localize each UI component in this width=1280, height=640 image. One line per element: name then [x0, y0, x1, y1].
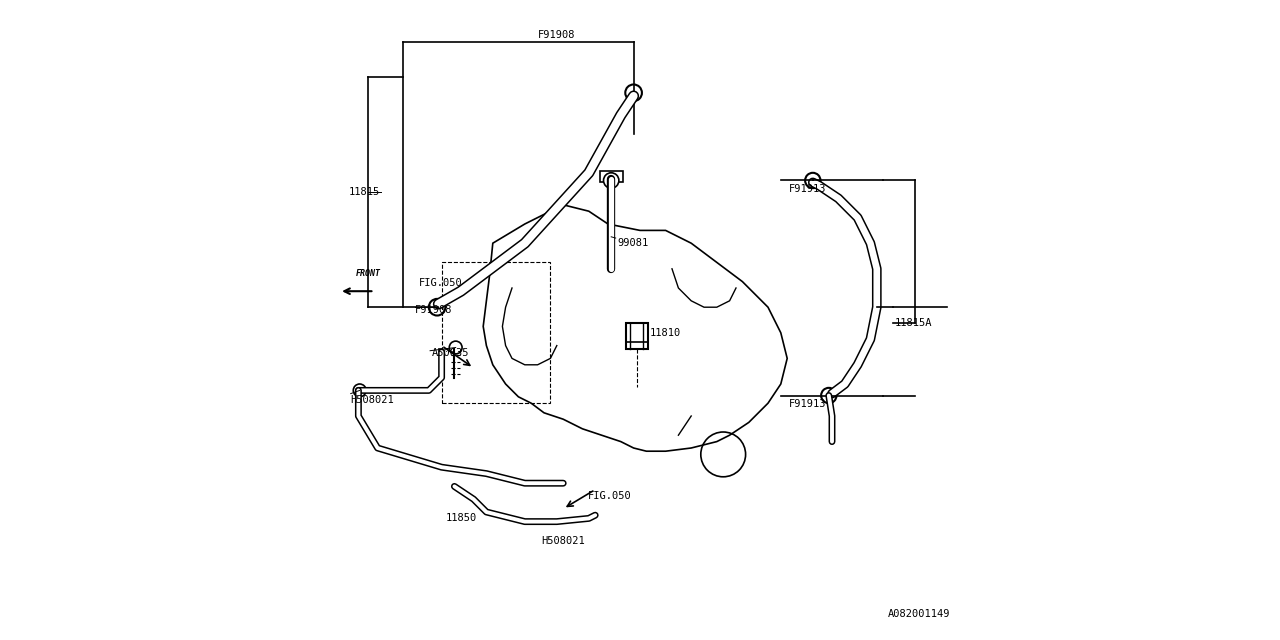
Text: 11850: 11850 [447, 513, 477, 524]
Text: 11815: 11815 [348, 187, 380, 197]
Text: F91913: F91913 [788, 399, 827, 410]
Text: A082001149: A082001149 [888, 609, 950, 620]
Text: FRONT: FRONT [356, 269, 380, 278]
Text: 11810: 11810 [650, 328, 681, 338]
Bar [600, 171, 623, 182]
Text: FIG.050: FIG.050 [420, 278, 463, 288]
Text: 11815A: 11815A [895, 318, 932, 328]
Text: H508021: H508021 [540, 536, 585, 546]
Text: F91908: F91908 [415, 305, 452, 316]
Text: H508021: H508021 [351, 395, 394, 405]
Bar [626, 323, 648, 349]
Text: A50635: A50635 [433, 348, 470, 358]
Circle shape [604, 173, 620, 188]
Text: FIG.050: FIG.050 [588, 491, 631, 501]
Text: F91908: F91908 [538, 30, 576, 40]
Text: F91913: F91913 [788, 184, 827, 194]
Bar [442, 262, 550, 403]
Text: 99081: 99081 [618, 238, 649, 248]
